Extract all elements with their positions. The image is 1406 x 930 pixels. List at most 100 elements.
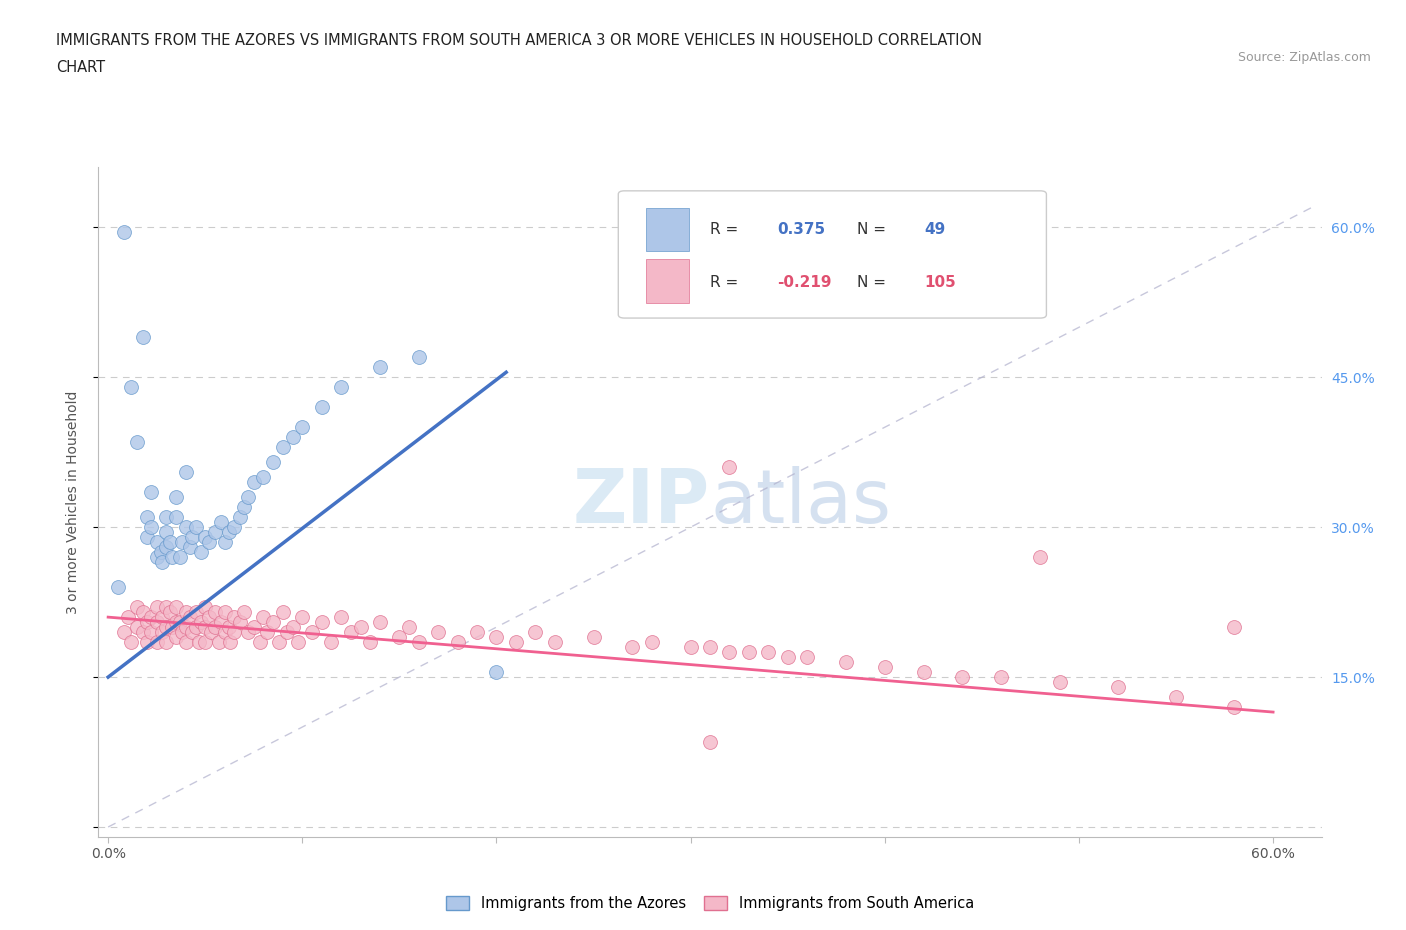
Point: [582, 630, 605, 644]
Point: [204, 619, 226, 634]
Point: [127, 619, 149, 634]
Point: [160, 550, 183, 565]
Point: [242, 475, 264, 490]
Point: [174, 520, 197, 535]
Point: [179, 610, 201, 625]
Point: [485, 665, 508, 680]
Point: [408, 634, 430, 649]
Point: [738, 644, 761, 659]
Point: [368, 360, 391, 375]
Point: [952, 670, 974, 684]
Point: [912, 665, 935, 680]
Point: [159, 535, 181, 550]
Point: [120, 379, 142, 394]
Point: [165, 490, 187, 505]
Point: [311, 615, 333, 630]
Point: [194, 600, 217, 615]
Point: [1223, 619, 1246, 634]
Point: [340, 625, 363, 640]
Point: [132, 330, 155, 345]
Point: [198, 535, 221, 550]
Point: [127, 600, 149, 615]
Point: [194, 530, 217, 545]
Point: [287, 634, 309, 649]
Point: [276, 625, 298, 640]
Point: [145, 550, 167, 565]
Point: [359, 634, 381, 649]
Point: [165, 510, 187, 525]
Point: [679, 640, 702, 655]
Point: [136, 634, 159, 649]
Point: [219, 634, 242, 649]
Point: [112, 625, 135, 640]
Point: [756, 644, 779, 659]
Point: [169, 550, 191, 565]
Point: [139, 485, 162, 499]
Point: [301, 625, 323, 640]
Text: N =: N =: [856, 275, 886, 290]
Point: [252, 470, 274, 485]
Point: [242, 619, 264, 634]
Point: [194, 619, 217, 634]
Text: ZIP: ZIP: [572, 466, 710, 538]
Point: [1107, 680, 1129, 695]
Point: [165, 615, 187, 630]
Point: [139, 520, 162, 535]
Point: [127, 435, 149, 450]
Point: [224, 610, 246, 625]
Point: [145, 535, 167, 550]
Point: [262, 615, 284, 630]
Point: [169, 615, 191, 630]
Point: [136, 615, 159, 630]
Point: [136, 510, 159, 525]
Point: [120, 634, 142, 649]
Point: [155, 634, 177, 649]
Point: [229, 510, 252, 525]
Point: [214, 535, 236, 550]
Point: [174, 619, 197, 634]
Point: [184, 604, 207, 619]
Point: [184, 619, 207, 634]
Point: [368, 615, 391, 630]
Point: [256, 625, 278, 640]
Point: [190, 615, 212, 630]
Text: Source: ZipAtlas.com: Source: ZipAtlas.com: [1237, 51, 1371, 64]
Point: [699, 640, 721, 655]
Point: [1223, 699, 1246, 714]
Point: [796, 650, 818, 665]
Point: [465, 625, 488, 640]
Text: R =: R =: [710, 221, 738, 236]
Point: [236, 625, 259, 640]
Text: 0.375: 0.375: [778, 221, 825, 236]
Point: [188, 634, 211, 649]
Legend: Immigrants from the Azores, Immigrants from South America: Immigrants from the Azores, Immigrants f…: [440, 890, 980, 917]
Point: [165, 630, 187, 644]
Point: [485, 630, 508, 644]
Point: [136, 530, 159, 545]
Point: [621, 640, 644, 655]
Point: [170, 625, 193, 640]
Point: [544, 634, 567, 649]
Point: [139, 625, 162, 640]
Point: [990, 670, 1012, 684]
Point: [155, 539, 177, 554]
Point: [233, 499, 256, 514]
Point: [204, 525, 226, 539]
Point: [349, 619, 371, 634]
Point: [262, 455, 284, 470]
Bar: [647, 259, 689, 302]
Point: [233, 604, 256, 619]
Point: [1029, 550, 1052, 565]
Point: [194, 634, 217, 649]
Point: [218, 619, 240, 634]
Point: [446, 634, 468, 649]
Point: [190, 545, 212, 560]
Point: [835, 655, 858, 670]
Point: [330, 379, 353, 394]
Text: CHART: CHART: [56, 60, 105, 75]
Point: [408, 350, 430, 365]
Point: [249, 634, 271, 649]
Point: [224, 625, 246, 640]
Point: [271, 604, 294, 619]
Point: [641, 634, 664, 649]
